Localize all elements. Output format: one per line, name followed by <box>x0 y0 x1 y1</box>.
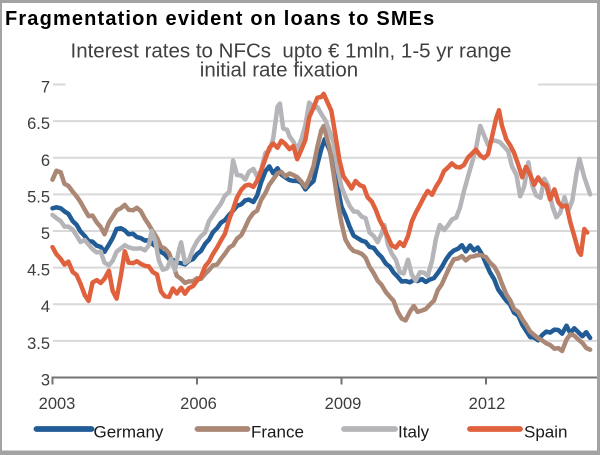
svg-text:5.5: 5.5 <box>27 188 50 206</box>
svg-text:4.5: 4.5 <box>27 262 50 280</box>
svg-text:France: France <box>251 423 304 442</box>
svg-text:4: 4 <box>41 298 50 316</box>
svg-text:Italy: Italy <box>398 423 430 442</box>
svg-text:7: 7 <box>41 79 50 97</box>
svg-text:2006: 2006 <box>180 395 217 413</box>
svg-text:3.5: 3.5 <box>27 335 50 353</box>
svg-text:Germany: Germany <box>94 423 164 442</box>
svg-text:3: 3 <box>41 372 50 390</box>
svg-text:Fragmentation evident on loans: Fragmentation evident on loans to SMEs <box>5 8 435 30</box>
svg-text:6.5: 6.5 <box>27 115 50 133</box>
svg-text:initial rate fixation: initial rate fixation <box>200 59 358 82</box>
svg-text:Spain: Spain <box>524 423 567 442</box>
svg-text:6: 6 <box>41 152 50 170</box>
svg-text:2009: 2009 <box>325 395 362 413</box>
svg-text:Interest rates to NFCs upto €: Interest rates to NFCs upto € 1mln, 1-5 … <box>71 40 512 63</box>
svg-text:2003: 2003 <box>39 395 76 413</box>
svg-text:2012: 2012 <box>469 395 506 413</box>
svg-text:5: 5 <box>41 225 50 243</box>
